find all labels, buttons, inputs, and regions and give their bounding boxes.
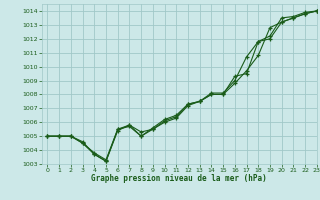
X-axis label: Graphe pression niveau de la mer (hPa): Graphe pression niveau de la mer (hPa) <box>91 174 267 183</box>
